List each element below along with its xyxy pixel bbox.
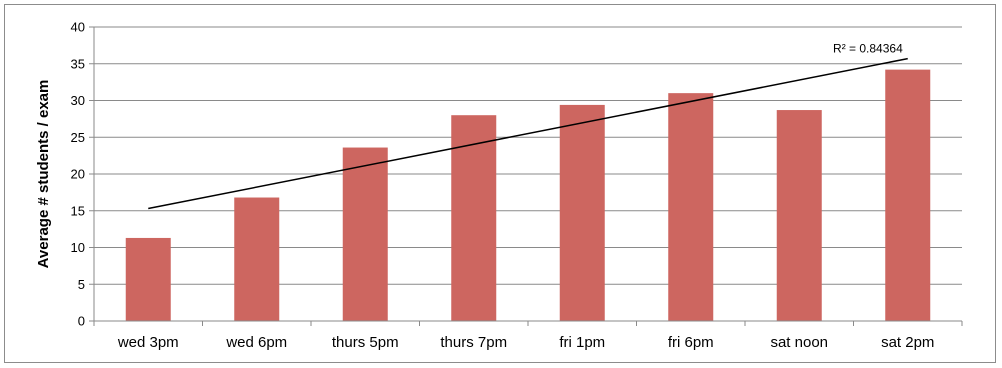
x-category-label: sat 2pm — [881, 334, 934, 351]
y-tick-label: 20 — [71, 167, 85, 182]
bar — [668, 93, 714, 322]
gridlines — [94, 26, 962, 285]
bar — [776, 110, 822, 322]
x-category-label: thurs 5pm — [332, 334, 399, 351]
r-squared-annotation: R² = 0.84364 — [833, 42, 903, 56]
x-category-label: fri 1pm — [559, 334, 605, 351]
y-tick-label: 5 — [78, 277, 85, 292]
x-category-label: sat noon — [770, 334, 828, 351]
y-tick-label: 15 — [71, 203, 85, 218]
bar — [885, 69, 931, 321]
bar — [342, 147, 388, 321]
y-axis-title: Average # students / exam — [35, 80, 52, 269]
y-tick-label: 25 — [71, 130, 85, 145]
y-tick-label: 40 — [71, 20, 85, 35]
x-category-label: thurs 7pm — [440, 334, 507, 351]
bars — [125, 69, 931, 322]
chart-frame: 0 5 10 15 20 25 30 35 40 wed 3pm wed 6pm thurs 5pm t… — [4, 4, 996, 363]
trendline — [148, 57, 908, 210]
axes: 0 5 10 15 20 25 30 35 40 wed 3pm wed 6pm thurs 5pm t… — [71, 20, 963, 351]
y-tick-label: 30 — [71, 93, 85, 108]
y-tick-label: 10 — [71, 240, 85, 255]
trendline-group — [148, 57, 908, 210]
bar — [451, 115, 497, 321]
bar — [559, 104, 605, 321]
x-category-label: wed 6pm — [225, 334, 287, 351]
x-category-label: wed 3pm — [117, 334, 179, 351]
y-tick-label: 35 — [71, 56, 85, 71]
x-category-label: fri 6pm — [668, 334, 714, 351]
bar-chart: 0 5 10 15 20 25 30 35 40 wed 3pm wed 6pm thurs 5pm t… — [35, 20, 963, 351]
y-tick-label: 0 — [78, 314, 85, 329]
bar — [234, 197, 280, 321]
bar — [125, 237, 171, 321]
